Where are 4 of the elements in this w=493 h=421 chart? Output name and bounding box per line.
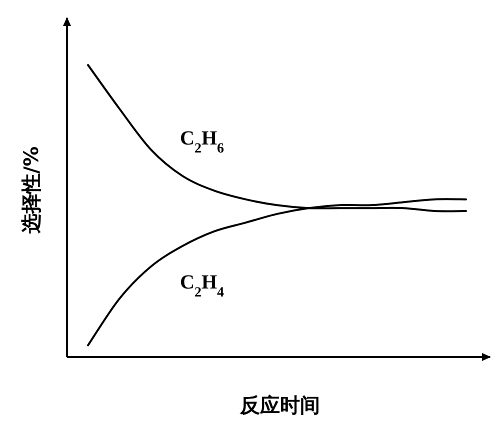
y-axis-title: 选择性/% [19, 146, 43, 235]
x-axis-title: 反应时间 [239, 393, 320, 417]
series-label: C$_{2}$H$_{4}$ [180, 271, 224, 300]
series-label: C$_{2}$H$_{6}$ [180, 128, 224, 156]
